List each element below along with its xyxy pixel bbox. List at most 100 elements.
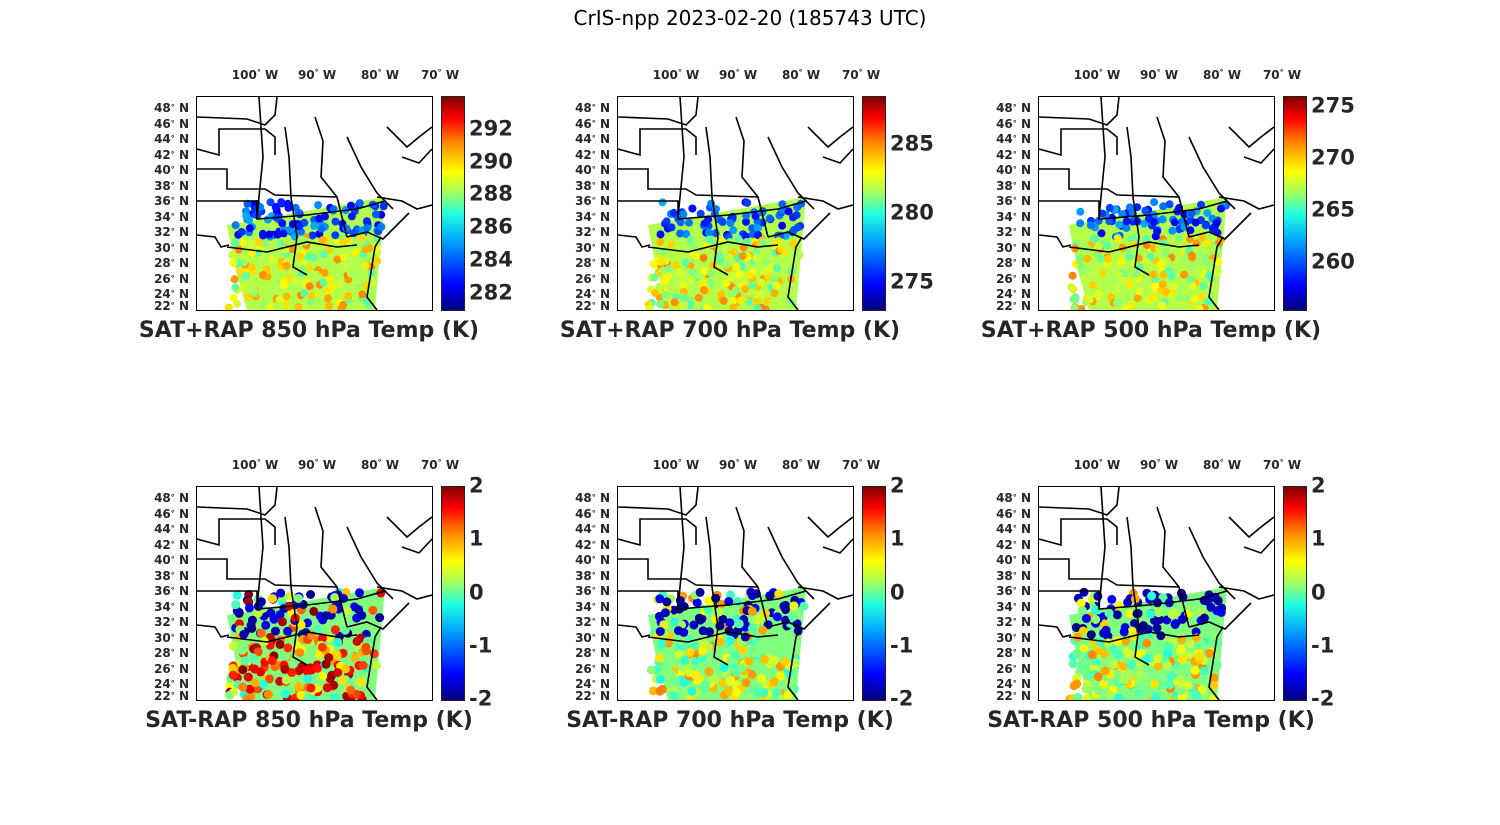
boundary-line (618, 624, 651, 638)
retrieval-point (263, 690, 273, 699)
boundary-line (386, 126, 432, 149)
retrieval-point (688, 204, 697, 213)
boundary-line (677, 487, 685, 608)
retrieval-point (330, 593, 340, 602)
lat-label-22n: 22° N (154, 688, 189, 703)
retrieval-point (371, 210, 380, 219)
retrieval-point (245, 684, 255, 694)
retrieval-point (728, 272, 736, 281)
boundary-line (197, 558, 338, 588)
retrieval-point (686, 235, 695, 244)
retrieval-point (1151, 282, 1160, 290)
retrieval-point (266, 198, 275, 207)
panel-caption: SAT+RAP 700 hPa Temp (K) (559, 318, 901, 343)
boundary-line (618, 518, 697, 547)
retrieval-point (1186, 639, 1196, 649)
retrieval-point (1153, 227, 1162, 236)
retrieval-point (269, 614, 279, 624)
boundary-line (197, 168, 338, 198)
retrieval-point (291, 277, 300, 286)
lat-label-38n: 38° N (575, 568, 610, 583)
retrieval-point (694, 293, 703, 302)
retrieval-point (1113, 649, 1123, 659)
retrieval-point (725, 618, 735, 628)
retrieval-point (316, 290, 325, 299)
retrieval-point (1118, 661, 1128, 671)
retrieval-point (1195, 250, 1204, 259)
lat-label-24n: 24° N (996, 677, 1031, 691)
lat-label-24n: 24° N (154, 677, 189, 691)
retrieval-point (1150, 198, 1159, 207)
retrieval-point (310, 221, 319, 230)
retrieval-point (1168, 226, 1177, 235)
retrieval-point (772, 281, 781, 290)
retrieval-point (719, 663, 729, 672)
retrieval-point (655, 627, 665, 636)
lon-label-90w: 90° W (297, 68, 337, 82)
retrieval-point (280, 651, 290, 661)
lat-label-40n: 40° N (154, 163, 189, 177)
retrieval-point (1176, 675, 1186, 685)
retrieval-point (328, 604, 338, 614)
retrieval-point (680, 301, 689, 310)
retrieval-point (756, 673, 766, 683)
retrieval-point (296, 690, 306, 700)
retrieval-point (729, 226, 738, 235)
retrieval-point (679, 628, 689, 637)
lat-label-24n: 24° N (996, 287, 1031, 301)
retrieval-point (1097, 254, 1105, 263)
retrieval-point (1162, 248, 1171, 256)
retrieval-point (765, 591, 775, 601)
retrieval-point (748, 288, 757, 297)
lat-label-28n: 28° N (996, 256, 1031, 270)
colorbar-tick: 275 (1311, 93, 1355, 118)
retrieval-point (769, 677, 779, 686)
retrieval-point (746, 298, 755, 307)
retrieval-point (333, 637, 343, 647)
retrieval-point (1186, 275, 1195, 284)
retrieval-point (372, 661, 381, 671)
retrieval-point (1107, 594, 1117, 604)
lat-label-30n: 30° N (996, 630, 1031, 645)
retrieval-point (751, 212, 760, 221)
colorbar-tick: 290 (469, 149, 513, 174)
retrieval-point (754, 689, 764, 699)
retrieval-point (1166, 672, 1176, 682)
retrieval-point (1212, 660, 1222, 670)
map-panel-1: 100° W 90° W 80° W 70° W 48° N 46° N 44° N 42° … (129, 68, 513, 348)
retrieval-point (1197, 639, 1207, 649)
retrieval-point (700, 680, 710, 689)
retrieval-point (242, 271, 251, 280)
retrieval-point (1191, 218, 1200, 227)
lat-label-28n: 28° N (996, 646, 1031, 660)
retrieval-point (656, 300, 664, 309)
map-panel-5: 100° W 90° W 80° W 70° W 48° N 46° N 44° N 42° … (550, 458, 913, 738)
retrieval-point (671, 676, 681, 686)
retrieval-point (704, 667, 714, 677)
lat-label-38n: 38° N (996, 178, 1031, 193)
lat-label-48n: 48° N (154, 491, 189, 505)
retrieval-point (368, 605, 378, 615)
retrieval-point (1180, 270, 1189, 279)
retrieval-point (1177, 614, 1187, 624)
retrieval-point (669, 208, 678, 217)
colorbar-tick: 2 (890, 473, 905, 498)
retrieval-point (353, 270, 362, 279)
boundary-line (197, 624, 230, 638)
retrieval-point (699, 279, 708, 288)
map-plot (618, 487, 853, 700)
boundary-line (807, 126, 853, 149)
retrieval-point (751, 648, 761, 658)
retrieval-point (645, 305, 654, 310)
retrieval-point (689, 243, 698, 252)
retrieval-point (655, 594, 665, 604)
retrieval-point (646, 665, 656, 675)
retrieval-point (690, 670, 700, 680)
retrieval-point (247, 240, 256, 249)
retrieval-point (307, 292, 316, 300)
retrieval-point (1085, 671, 1095, 681)
lat-label-44n: 44° N (575, 132, 610, 146)
panel-caption: SAT-RAP 700 hPa Temp (K) (566, 708, 894, 733)
retrieval-point (1142, 235, 1150, 244)
lon-label-70w: 70° W (1262, 458, 1302, 472)
